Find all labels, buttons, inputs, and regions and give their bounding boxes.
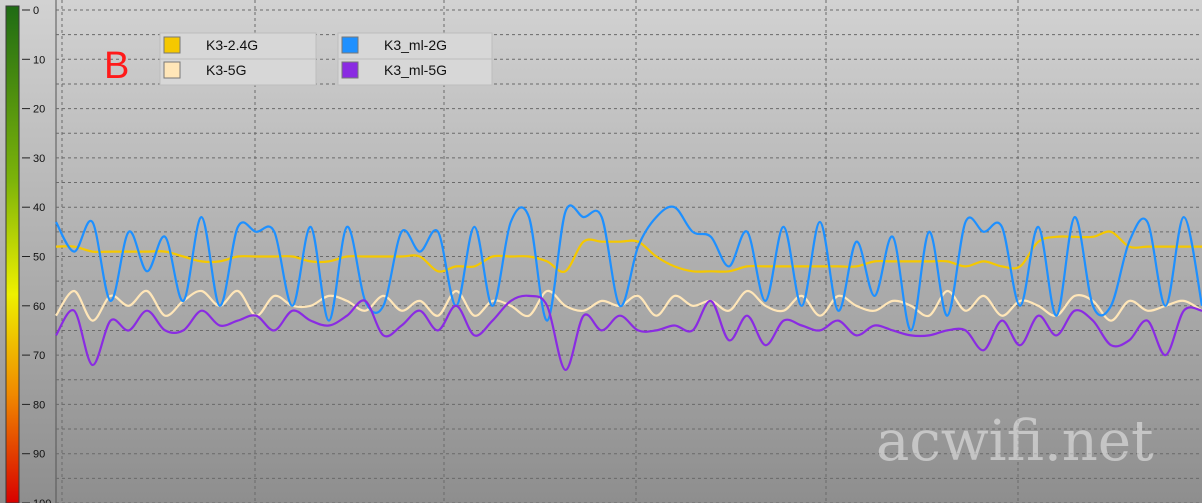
y-tick-label: 40 (33, 202, 45, 214)
y-tick-label: 0 (33, 5, 39, 17)
legend-item-k3-5g: K3-5G (163, 61, 246, 79)
legend-swatch (341, 61, 359, 79)
legend-swatch (341, 36, 359, 54)
legend-label: K3_ml-5G (384, 62, 447, 78)
legend-label: K3_ml-2G (384, 37, 447, 53)
legend-left: K3-2.4G K3-5G (159, 32, 317, 86)
grid (55, 0, 1202, 503)
y-tick-label: 60 (33, 301, 45, 313)
series-line-k3-ml-5g (55, 294, 1202, 372)
legend-right: K3_ml-2G K3_ml-5G (337, 32, 493, 86)
series-line-k3-5g (55, 289, 1202, 322)
legend-item-k3-ml-2g: K3_ml-2G (341, 36, 447, 54)
y-tick-label: 20 (33, 104, 45, 116)
legend-item-k3-ml-5g: K3_ml-5G (341, 61, 447, 79)
series-lines (55, 204, 1202, 372)
y-tick-label: 70 (33, 350, 45, 362)
y-tick-label: 30 (33, 153, 45, 165)
panel-label: B (104, 45, 129, 87)
y-tick-label: 100 (33, 498, 51, 503)
legend-item-k3-24g: K3-2.4G (163, 36, 258, 54)
series-line-k3-ml-2g (55, 204, 1202, 332)
legend-swatch (163, 36, 181, 54)
watermark: acwifi.net (876, 409, 1154, 474)
y-tick-label: 80 (33, 399, 45, 411)
y-tick-label: 90 (33, 449, 45, 461)
y-tick-label: 50 (33, 252, 45, 264)
y-tick-label: 10 (33, 54, 45, 66)
legend-swatch (163, 61, 181, 79)
legend-label: K3-5G (206, 62, 246, 78)
y-axis-ticks: 0 10 20 30 40 50 60 70 80 90 100 (22, 5, 51, 503)
signal-strength-scale (5, 5, 20, 503)
legend-label: K3-2.4G (206, 37, 258, 53)
